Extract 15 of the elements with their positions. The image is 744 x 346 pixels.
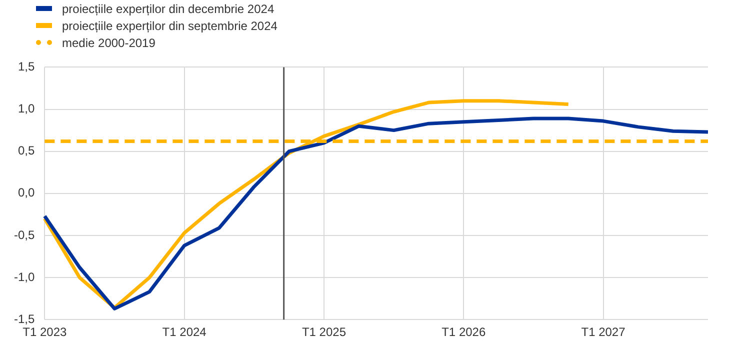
x-tick-label: T1 2023: [22, 325, 68, 340]
x-tick-label: T1 2025: [302, 325, 346, 340]
y-tick-label: 1,5: [18, 60, 35, 74]
y-tick-label: 0,0: [18, 186, 35, 200]
x-tick-label: T1 2024: [162, 325, 207, 340]
legend-label: proiecțiile experților din decembrie 2024: [62, 2, 274, 16]
y-tick-label: 1,0: [18, 102, 35, 116]
x-tick-label: T1 2026: [442, 325, 486, 340]
y-tick-label: -1,5: [14, 312, 35, 326]
y-tick-label: 0,5: [18, 144, 35, 158]
x-tick-label: T1 2027: [581, 325, 626, 340]
legend-label: medie 2000-2019: [62, 36, 156, 50]
y-tick-label: -0,5: [14, 228, 35, 242]
legend-label: proiecțiile experților din septembrie 2024: [62, 18, 278, 32]
y-tick-label: -1,0: [14, 270, 35, 284]
